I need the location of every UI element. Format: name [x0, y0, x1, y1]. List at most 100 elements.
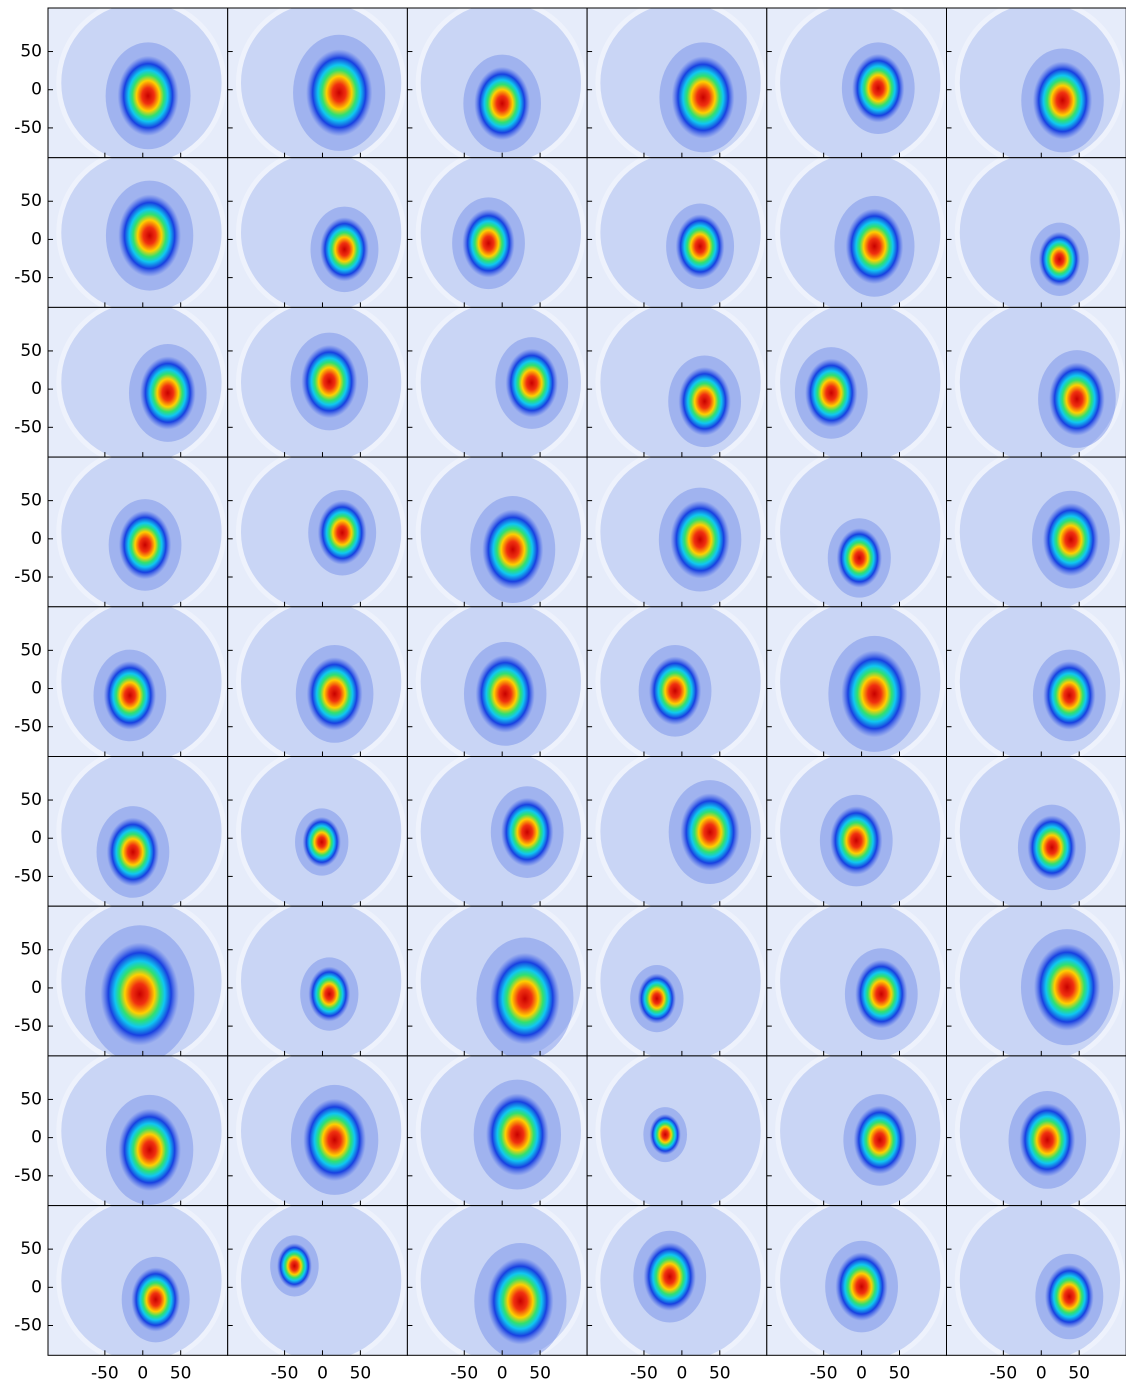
beam-spot: [830, 806, 882, 875]
panel: [407, 449, 587, 614]
beam-spot: [101, 942, 179, 1045]
panel: [767, 599, 947, 764]
panel: [48, 1198, 228, 1363]
panel: [767, 1198, 947, 1363]
y-tick-label: -50: [14, 567, 42, 587]
beam-spot: [672, 56, 735, 138]
y-tick-label: 50: [20, 1239, 42, 1259]
beam-spot: [649, 656, 701, 725]
panel: [587, 1198, 767, 1363]
panel: [767, 150, 947, 315]
beam-spot: [107, 818, 159, 887]
panel: [947, 300, 1126, 465]
panel: [587, 749, 767, 914]
x-tick-label: -50: [630, 1363, 658, 1383]
y-tick-label: -50: [14, 1316, 42, 1336]
y-tick-label: -50: [14, 1016, 42, 1036]
beam-spot: [1043, 503, 1099, 576]
x-tick-label: -50: [989, 1363, 1017, 1383]
y-tick-label: -50: [14, 717, 42, 737]
beam-spot: [650, 1114, 681, 1155]
panel: [407, 1198, 587, 1363]
x-tick-label: 50: [529, 1363, 551, 1383]
beam-spot: [670, 501, 729, 579]
beam-spot: [318, 501, 367, 565]
x-tick-label: 0: [137, 1363, 148, 1383]
x-tick-label: 0: [317, 1363, 328, 1383]
y-tick-label: 0: [31, 828, 42, 848]
y-tick-label: 50: [20, 491, 42, 511]
panel: [228, 449, 408, 614]
beam-spot: [303, 1099, 366, 1181]
y-tick-label: -50: [14, 268, 42, 288]
panel: [48, 1048, 228, 1213]
panel: [947, 1048, 1126, 1213]
beam-spot: [486, 1093, 549, 1175]
beam-spot: [320, 217, 369, 281]
panel: [407, 0, 587, 165]
y-tick-label: 50: [20, 191, 42, 211]
beam-spot: [118, 56, 179, 136]
beam-spot: [131, 1267, 180, 1331]
panel: [228, 749, 408, 914]
beam-spot: [140, 356, 196, 429]
panel: [48, 150, 228, 315]
panel: [587, 0, 767, 165]
panel: [228, 300, 408, 465]
panel: [48, 599, 228, 764]
beam-spot: [638, 973, 676, 1023]
beam-spot: [476, 655, 535, 733]
beam-spot: [307, 657, 363, 730]
panel: [767, 0, 947, 165]
beam-spot: [487, 1258, 553, 1345]
beam-spot: [680, 793, 739, 871]
beam-spot: [1034, 944, 1100, 1031]
beam-spot: [506, 349, 558, 418]
beam-spot: [835, 1252, 887, 1321]
y-tick-label: 50: [20, 640, 42, 660]
y-tick-label: 0: [31, 229, 42, 249]
panel: [587, 150, 767, 315]
y-tick-label: 0: [31, 1277, 42, 1297]
panel: [228, 599, 408, 764]
panel: [48, 749, 228, 914]
x-tick-label: 0: [497, 1363, 508, 1383]
panel: [228, 898, 408, 1063]
panel: [767, 300, 947, 465]
beam-spot: [852, 54, 904, 123]
beam-spot: [119, 511, 171, 580]
beam-spot: [644, 1242, 696, 1311]
beam-spot: [854, 1106, 906, 1175]
beam-spot: [805, 359, 857, 428]
beam-spot: [846, 208, 904, 284]
panel: [48, 0, 228, 165]
panel: [947, 898, 1126, 1063]
beam-spot: [306, 49, 372, 136]
y-tick-label: 50: [20, 790, 42, 810]
x-tick-label: 50: [170, 1363, 192, 1383]
x-tick-label: 0: [676, 1363, 687, 1383]
x-tick-label: 50: [889, 1363, 911, 1383]
panel: [407, 300, 587, 465]
y-tick-label: -50: [14, 1166, 42, 1186]
x-tick-label: -50: [810, 1363, 838, 1383]
panel: [48, 300, 228, 465]
panel: [228, 1198, 408, 1363]
beam-spot: [501, 798, 553, 867]
x-tick-label: 50: [1068, 1363, 1090, 1383]
panel: [228, 0, 408, 165]
panel: [407, 1048, 587, 1213]
beam-spot: [1027, 815, 1076, 879]
panel: [947, 449, 1126, 614]
panel: [587, 1048, 767, 1213]
panel: [587, 599, 767, 764]
panel: [947, 1198, 1126, 1363]
panel: [767, 749, 947, 914]
panel: [407, 599, 587, 764]
x-tick-label: -50: [271, 1363, 299, 1383]
beam-spot: [308, 967, 350, 1022]
beam-spot: [1043, 661, 1095, 730]
y-tick-label: 0: [31, 529, 42, 549]
y-tick-label: -50: [14, 118, 42, 138]
